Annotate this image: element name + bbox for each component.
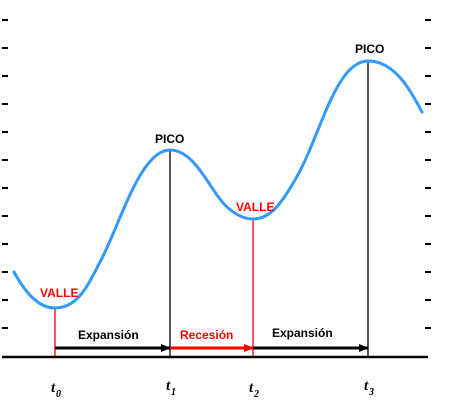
expansion-label-1: Expansión [78, 328, 139, 342]
svg-text:t: t [51, 380, 56, 396]
left-axis-ticks [2, 19, 8, 329]
time-label-t0: t 0 [51, 380, 61, 400]
expansion-label-2: Expansión [272, 326, 333, 340]
recession-label: Recesión [180, 328, 233, 342]
svg-text:t: t [249, 380, 254, 396]
svg-text:t: t [166, 378, 171, 394]
valle-label-1: VALLE [40, 286, 78, 300]
pico-label-2: PICO [355, 42, 384, 56]
time-label-t2: t 2 [249, 380, 259, 400]
pico-label-1: PICO [155, 132, 184, 146]
svg-text:t: t [364, 378, 369, 394]
svg-text:0: 0 [56, 389, 61, 400]
svg-text:2: 2 [253, 389, 259, 400]
right-axis-ticks [425, 19, 431, 329]
time-label-t3: t 3 [364, 378, 374, 398]
cycle-curve [12, 59, 424, 310]
valle-label-2: VALLE [236, 200, 274, 214]
time-label-t1: t 1 [166, 378, 176, 398]
svg-text:1: 1 [171, 387, 176, 398]
svg-text:3: 3 [368, 387, 374, 398]
